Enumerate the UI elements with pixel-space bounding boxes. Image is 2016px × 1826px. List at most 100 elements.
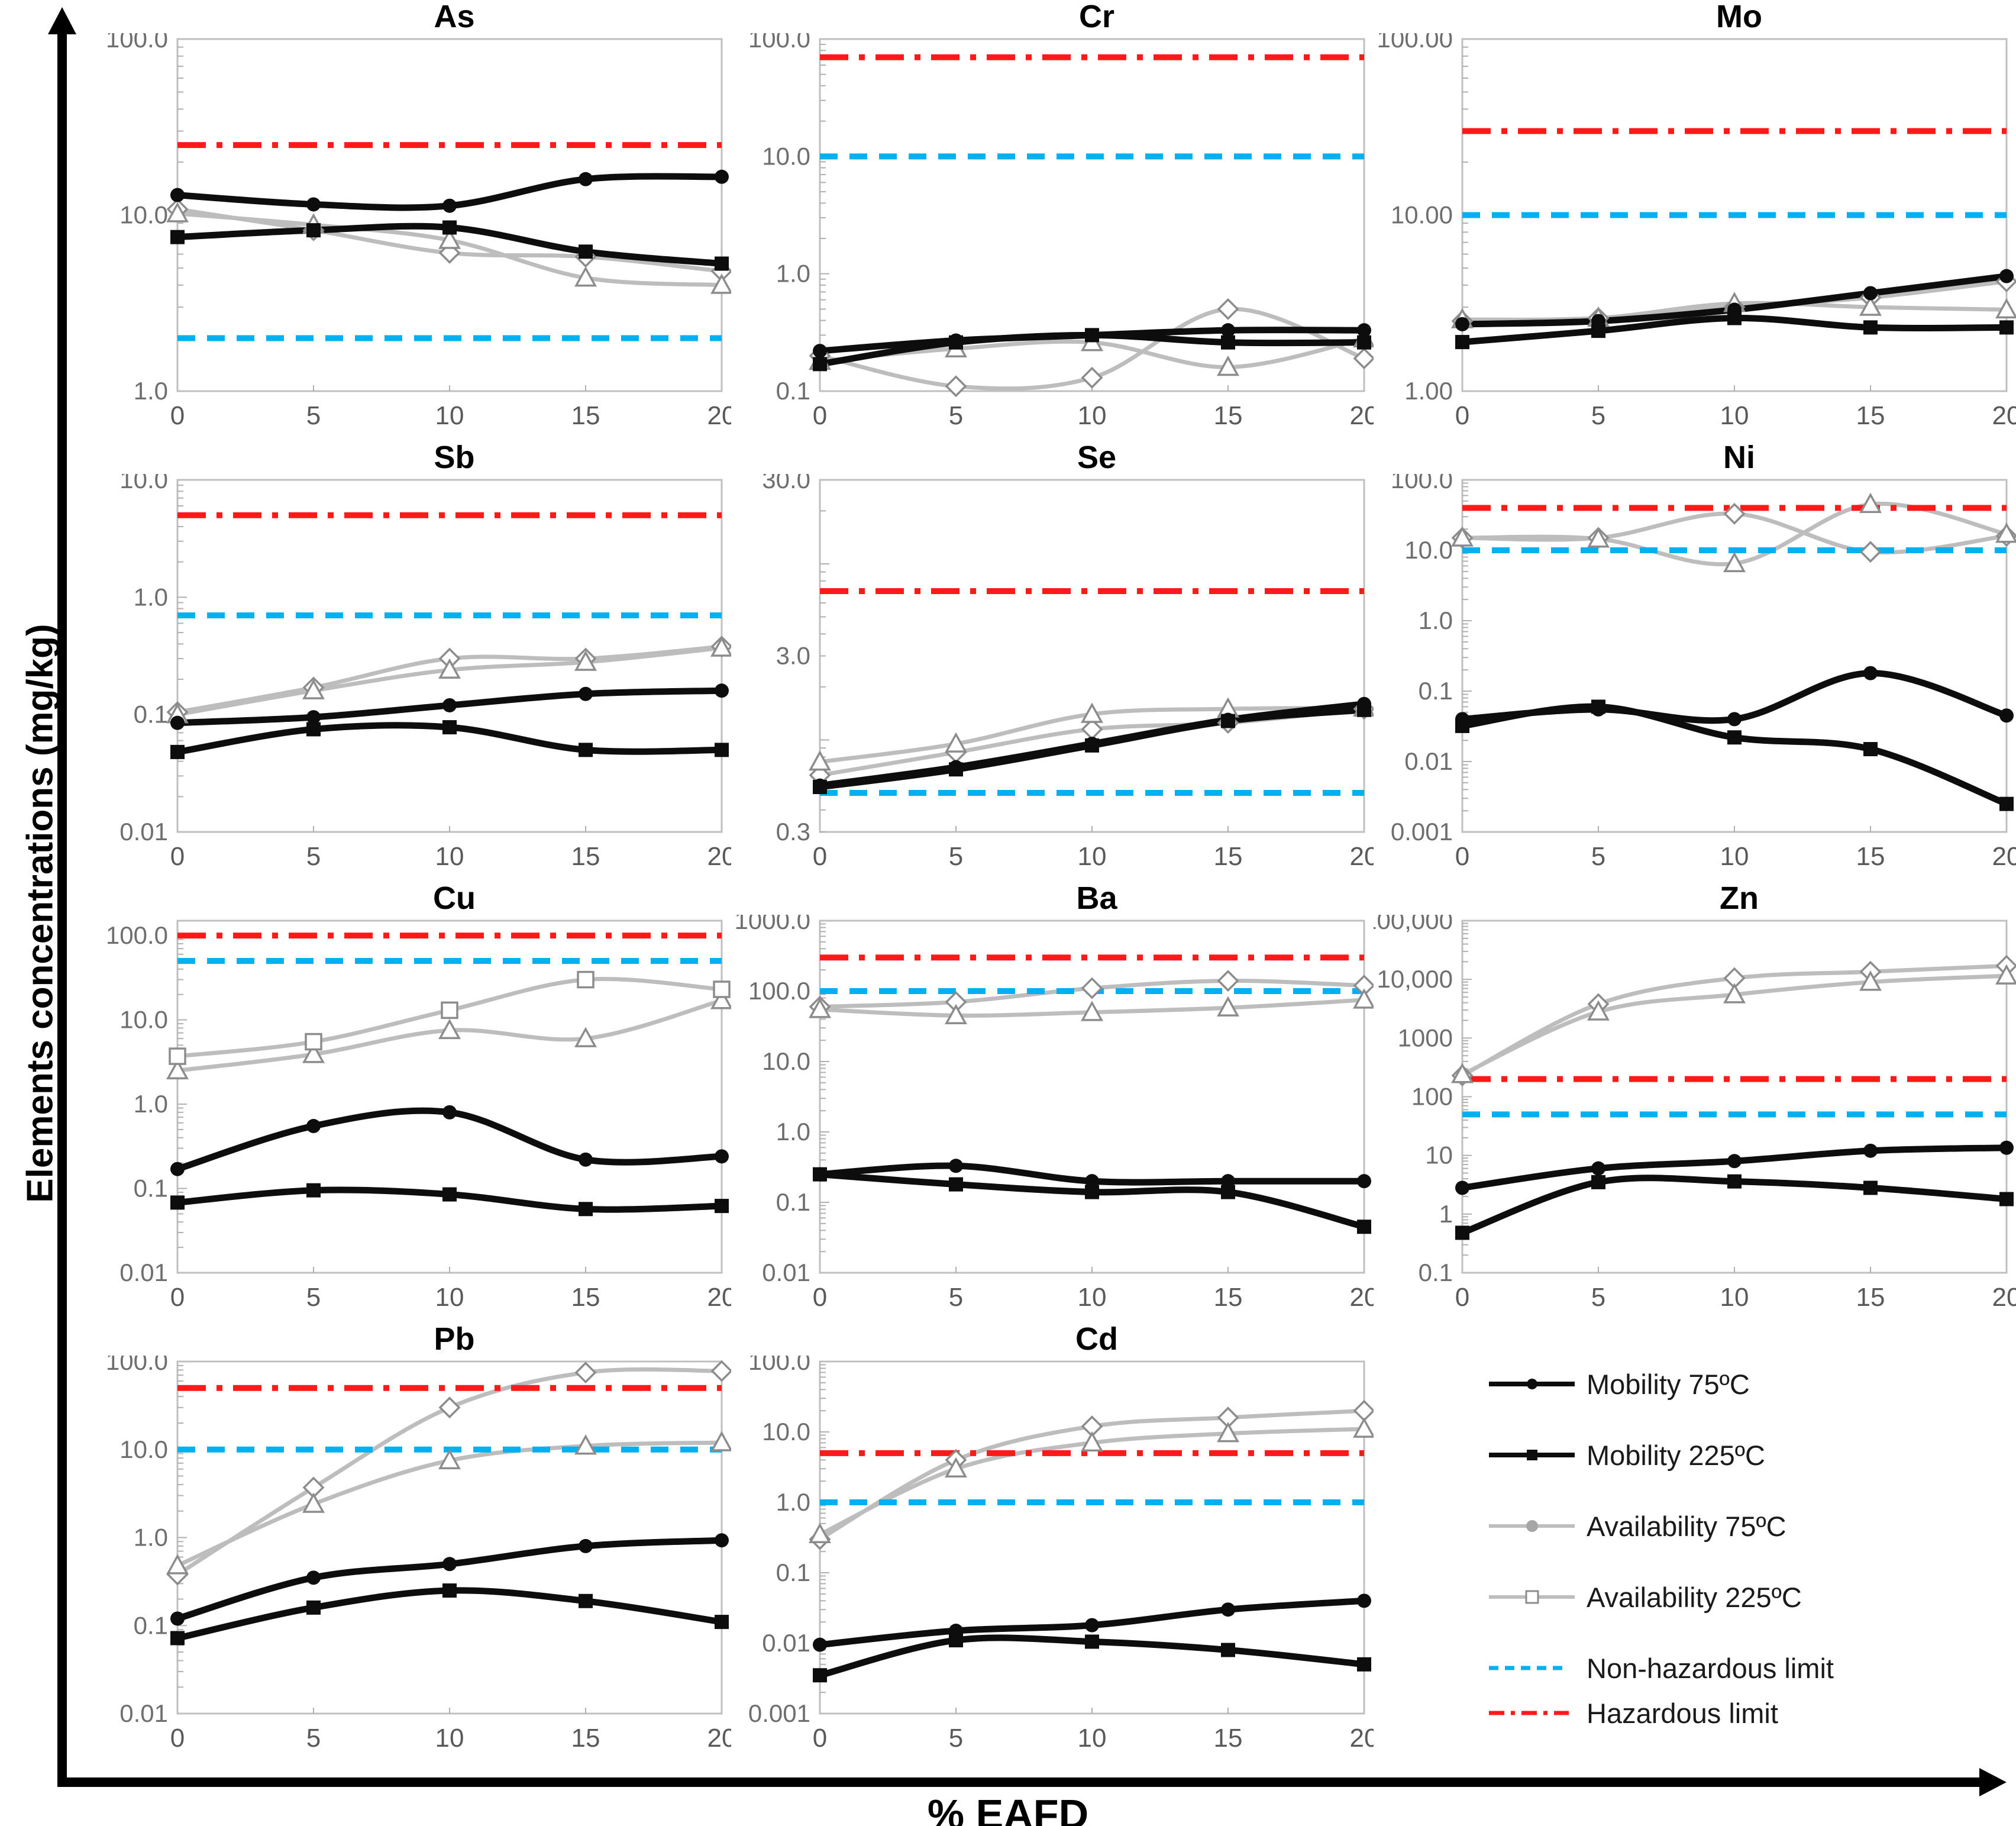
- x-tick-label: 0: [813, 1724, 827, 1753]
- marker-square: [1085, 328, 1099, 343]
- marker-square: [1727, 311, 1742, 325]
- x-tick-label: 10: [435, 842, 464, 871]
- x-tick-label: 15: [571, 1724, 600, 1753]
- x-tick-label: 5: [1591, 401, 1605, 430]
- series-markers-availability_75: [166, 989, 731, 1080]
- series-markers-mobility_225: [813, 1633, 1371, 1683]
- marker-circle: [1727, 1154, 1742, 1169]
- marker-triangle-open: [1587, 527, 1610, 548]
- legend-swatch-availability_75: [1489, 1520, 1575, 1532]
- marker-diamond-open: [1217, 970, 1239, 992]
- y-tick-label: 10.0: [119, 1006, 168, 1034]
- marker-square: [1455, 1225, 1469, 1240]
- chart-Se: 30.0 3.0 0.30 5 10 15 20: [762, 474, 1374, 871]
- marker-square: [813, 780, 827, 795]
- y-tick-label: 30.0: [762, 474, 810, 493]
- y-tick-label: 10.0: [119, 474, 168, 493]
- y-tick-label: 100,000: [1374, 915, 1453, 934]
- marker-square-open: [441, 1001, 458, 1020]
- series-markers-mobility_225: [170, 1183, 729, 1217]
- marker-square: [579, 1202, 593, 1217]
- x-tick-label: 5: [949, 842, 963, 871]
- marker-triangle-open: [1723, 983, 1746, 1004]
- x-tick-label: 15: [1856, 401, 1885, 430]
- marker-triangle-open: [809, 750, 831, 771]
- y-tick-label: 0.3: [776, 818, 810, 846]
- y-axis-arrowhead: [48, 7, 76, 34]
- y-tick-label: 0.001: [1391, 818, 1453, 846]
- marker-square: [442, 720, 457, 735]
- series-markers-mobility_75: [170, 1105, 729, 1176]
- marker-triangle-open: [945, 1004, 967, 1025]
- x-tick-label: 5: [306, 1724, 321, 1753]
- x-tick-label: 10: [435, 1283, 464, 1312]
- legend-item-availability_225: Availability 225ºC: [1486, 1582, 2016, 1613]
- x-tick-label: 0: [170, 1283, 185, 1312]
- marker-triangle-open: [1451, 1063, 1474, 1083]
- marker-triangle-open: [1859, 492, 1882, 514]
- x-tick-label: 5: [306, 1283, 321, 1312]
- panel-Zn: Zn 100,000 10,000 1000 100 10 1 0.10 5 10 15 20: [1374, 882, 2016, 1322]
- x-tick-label: 0: [1455, 842, 1469, 871]
- x-tick-label: 15: [1214, 1283, 1243, 1312]
- marker-square-open: [169, 1047, 186, 1065]
- y-tick-label: 1.0: [134, 1090, 168, 1118]
- legend-swatch-hazardous: [1489, 1711, 1569, 1715]
- marker-circle: [1357, 1174, 1371, 1189]
- panel-Cd: Cd 100.0 10.0 1.0 0.1 0.01 0.001 0 5 10 15 20: [731, 1322, 1374, 1763]
- x-tick-label: 10: [1078, 842, 1107, 871]
- marker-diamond-open: [574, 1362, 597, 1384]
- y-tick-label: 1.0: [134, 583, 168, 611]
- marker-square: [579, 743, 593, 757]
- marker-square-open: [577, 970, 595, 989]
- y-tick-label: 100.0: [106, 1356, 168, 1375]
- marker-triangle-open: [302, 1492, 325, 1513]
- marker-square: [1863, 320, 1878, 335]
- marker-square: [813, 1668, 827, 1683]
- marker-triangle-open: [1995, 298, 2016, 319]
- y-tick-label: 10.0: [119, 1435, 168, 1463]
- marker-square: [579, 244, 593, 259]
- marker-square: [1591, 699, 1605, 714]
- series-markers-mobility_225: [170, 720, 729, 759]
- marker-diamond-open: [438, 241, 461, 264]
- marker-square: [949, 1177, 963, 1192]
- marker-triangle-open: [710, 636, 731, 657]
- marker-triangle-open: [1081, 1001, 1103, 1021]
- marker-circle: [715, 169, 729, 184]
- marker-circle: [306, 197, 321, 212]
- marker-square: [1727, 1174, 1742, 1189]
- y-tick-label: 100.00: [1377, 33, 1453, 53]
- marker-square: [306, 223, 321, 238]
- panel-title: Pb: [434, 1321, 475, 1357]
- x-tick-label: 20: [1992, 1283, 2016, 1312]
- marker-circle: [1221, 1174, 1235, 1189]
- x-tick-label: 15: [1214, 401, 1243, 430]
- x-tick-label: 15: [1214, 1724, 1243, 1753]
- marker-triangle-open: [1217, 996, 1239, 1017]
- marker-square: [579, 1593, 593, 1608]
- y-tick-label: 1.0: [134, 1524, 168, 1551]
- panel-Cu: Cu 100.0 10.0 1.0 0.1 0.01 0 5 10 15 20: [89, 882, 731, 1322]
- x-tick-label: 10: [1078, 401, 1107, 430]
- marker-triangle-open: [1081, 1431, 1103, 1452]
- marker-triangle-open: [1859, 295, 1882, 316]
- marker-diamond-open: [1081, 977, 1103, 999]
- y-tick-label: 3.0: [776, 642, 810, 670]
- marker-circle: [1863, 666, 1878, 680]
- y-tick-label: 0.1: [776, 377, 810, 405]
- marker-circle: [1455, 317, 1469, 331]
- marker-triangle-open: [166, 1554, 189, 1575]
- marker-square: [1455, 335, 1469, 350]
- chart-Sb: 10.0 1.0 0.1 0.010 5 10 15 20: [119, 474, 731, 871]
- marker-triangle-open: [1353, 988, 1374, 1009]
- marker-square: [1221, 1185, 1235, 1199]
- panel-Pb: Pb 100.0 10.0 1.0 0.1 0.01 0 5 10 15 20: [89, 1322, 731, 1763]
- x-tick-label: 5: [949, 1724, 963, 1753]
- panel-Se: Se 30.0 3.0 0.3 0 5 10 15 20: [731, 441, 1374, 882]
- legend-item-non_hazardous: Non-hazardous limit: [1486, 1653, 2016, 1684]
- panel-title: Cr: [1078, 0, 1114, 34]
- marker-square: [1357, 702, 1371, 717]
- marker-circle: [1999, 269, 2014, 283]
